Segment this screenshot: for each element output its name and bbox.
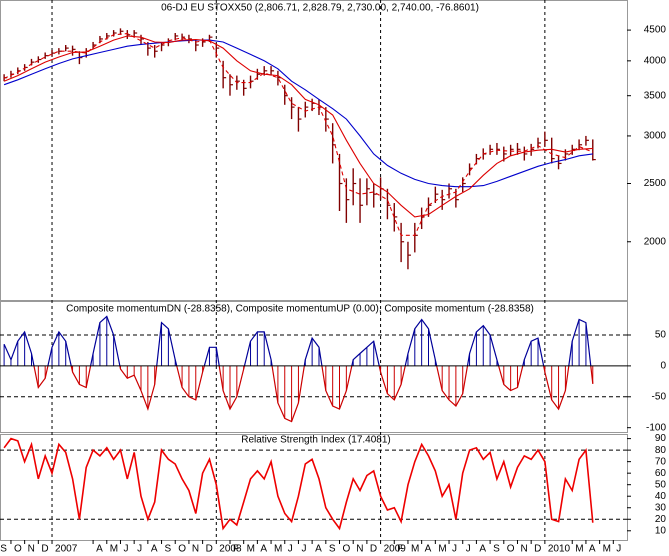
rsi-line — [3, 437, 594, 531]
x-tick-label: A — [96, 544, 103, 555]
moving-average — [3, 33, 594, 236]
x-tick-label: N — [356, 544, 363, 555]
y-tick-label: -50 — [652, 391, 667, 402]
x-tick-label: A — [260, 544, 267, 555]
x-tick-label: 2008 — [219, 544, 242, 555]
x-tick-label: 2009 — [384, 544, 407, 555]
x-tick-label: S — [329, 544, 336, 555]
x-tick-label: S — [165, 544, 172, 555]
y-tick-label: 10 — [655, 525, 667, 536]
x-tick-label: F — [233, 544, 239, 555]
chart-title: 06-DJ EU STOXX50 (2,806.71, 2,828.79, 2,… — [161, 3, 479, 14]
y-tick-label: 70 — [655, 456, 667, 467]
x-tick-label: M — [247, 544, 255, 555]
x-tick-label: J — [288, 544, 293, 555]
y-tick-label: 80 — [655, 445, 667, 456]
panel-frame — [0, 434, 628, 541]
x-tick-label: M — [603, 544, 611, 555]
y-tick-label: 60 — [655, 468, 667, 479]
y-tick-label: 50 — [655, 479, 667, 490]
x-tick-label: M — [411, 544, 419, 555]
y-tick-label: 3500 — [644, 90, 667, 101]
x-tick-label: D — [206, 544, 213, 555]
y-tick-label: 0 — [660, 361, 666, 372]
x-tick-label: A — [589, 544, 596, 555]
x-tick-label: 2010 — [548, 544, 571, 555]
x-tick-label: J — [301, 544, 306, 555]
y-tick-label: 2500 — [644, 178, 667, 189]
moving-average — [3, 39, 593, 188]
x-tick-label: D — [370, 544, 377, 555]
x-tick-label: M — [575, 544, 583, 555]
x-tick-label: J — [137, 544, 142, 555]
panel-title: Composite momentumDN (-28.8358), Composi… — [66, 304, 534, 315]
x-tick-label: S — [493, 544, 500, 555]
y-tick-label: 30 — [655, 502, 667, 513]
panel-frame — [0, 301, 628, 433]
x-tick-label: D — [41, 544, 48, 555]
y-tick-label: 4500 — [644, 25, 667, 36]
y-tick-label: 20 — [655, 514, 667, 525]
x-tick-label: N — [28, 544, 35, 555]
y-tick-label: 2000 — [644, 236, 667, 247]
x-tick-label: F — [397, 544, 403, 555]
y-tick-label: 3000 — [644, 131, 667, 142]
x-tick-label: A — [425, 544, 432, 555]
x-tick-label: A — [151, 544, 158, 555]
y-tick-label: 40 — [655, 491, 667, 502]
x-tick-label: N — [520, 544, 527, 555]
y-tick-label: -100 — [646, 422, 666, 433]
y-tick-label: 90 — [655, 433, 667, 444]
x-tick-label: A — [315, 544, 322, 555]
momentum-line-down — [33, 366, 594, 423]
x-tick-label: A — [479, 544, 486, 555]
y-tick-label: 50 — [655, 330, 667, 341]
x-tick-label: D — [534, 544, 541, 555]
x-tick-label: J — [123, 544, 128, 555]
x-tick-label: O — [343, 544, 351, 555]
x-tick-label: S — [0, 544, 7, 555]
x-tick-label: J — [466, 544, 471, 555]
x-tick-label: J — [616, 544, 621, 555]
moving-average — [3, 35, 593, 218]
x-tick-label: N — [192, 544, 199, 555]
y-tick-label: 4000 — [644, 55, 667, 66]
x-tick-label: M — [274, 544, 282, 555]
x-tick-label: O — [507, 544, 515, 555]
panel-frame — [0, 0, 628, 301]
x-tick-label: M — [110, 544, 118, 555]
x-tick-label: J — [452, 544, 457, 555]
x-tick-label: O — [178, 544, 186, 555]
x-tick-label: O — [14, 544, 22, 555]
momentum-line-up — [3, 315, 592, 366]
x-tick-label: 2007 — [55, 544, 78, 555]
panel-title: Relative Strength Index (17.4081) — [241, 435, 391, 446]
x-tick-label: M — [438, 544, 446, 555]
